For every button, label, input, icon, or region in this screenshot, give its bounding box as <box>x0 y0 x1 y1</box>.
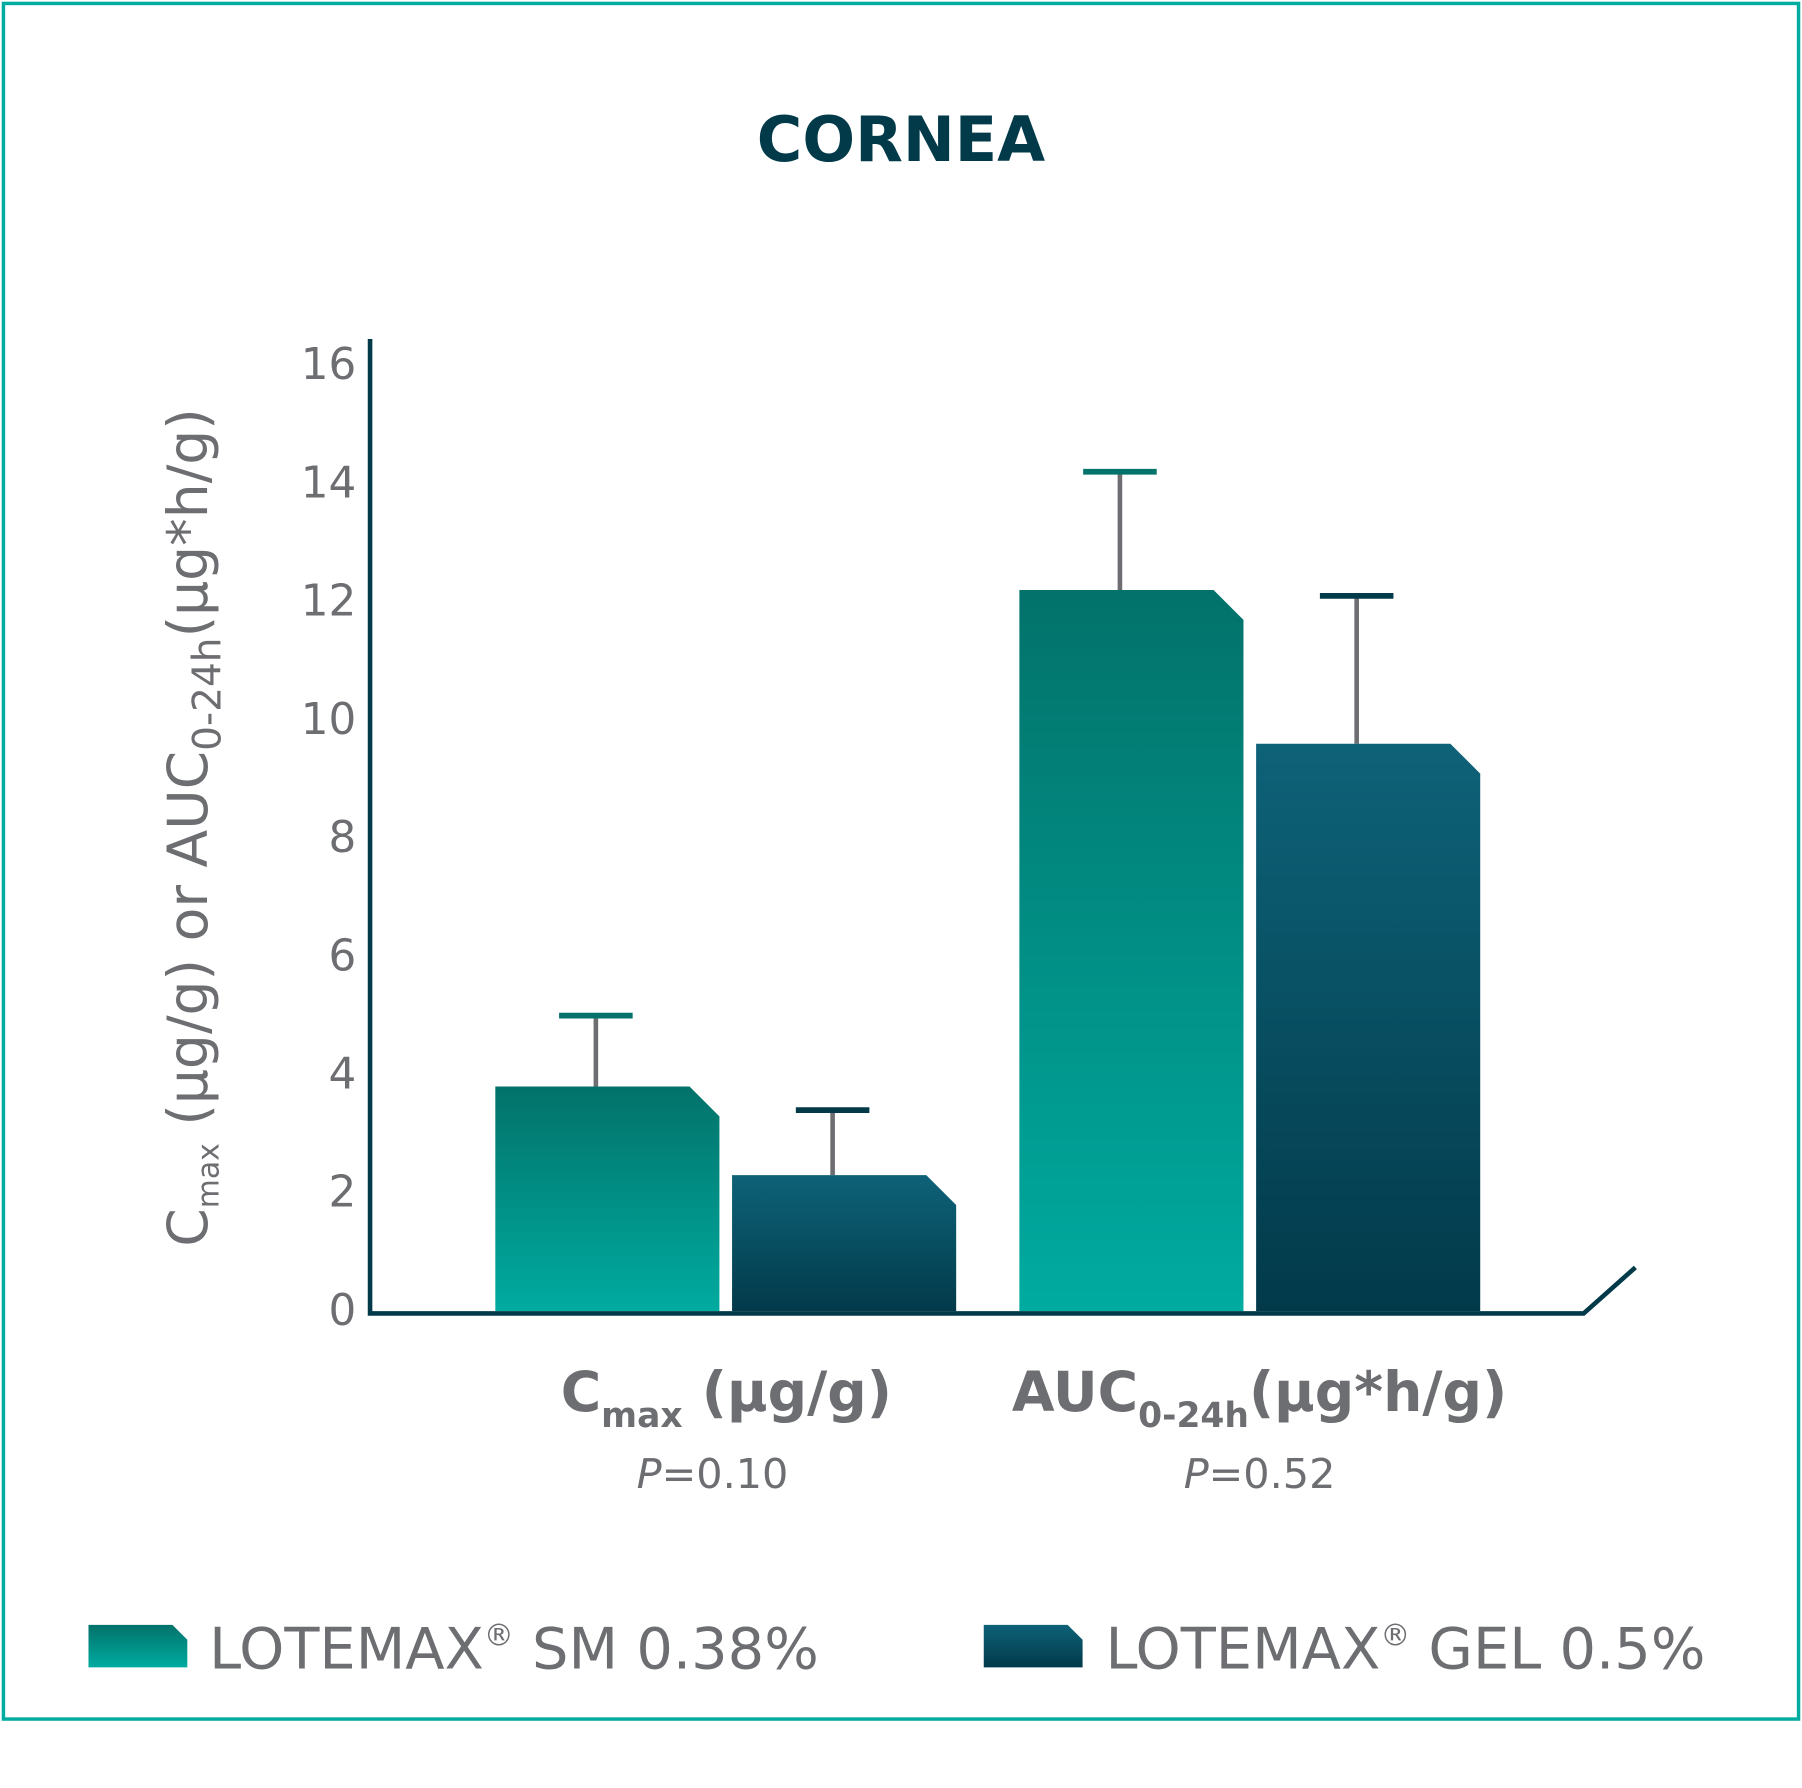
y-tick-label: 12 <box>301 576 357 627</box>
y-label-part: C <box>157 1208 221 1247</box>
svg-text:Cmax (µg/g) or AUC0-24h(µg*h/g: Cmax (µg/g) or AUC0-24h(µg*h/g) <box>157 408 231 1247</box>
y-tick-label: 8 <box>328 812 356 863</box>
legend-label: LOTEMAX® SM 0.38% <box>209 1615 819 1682</box>
y-axis-label: Cmax (µg/g) or AUC0-24h(µg*h/g) <box>157 408 231 1247</box>
p-value: P=0.10 <box>637 1450 789 1498</box>
legend-swatch <box>88 1624 188 1668</box>
x-category-label: Cmax (µg/g) P=0.10 <box>561 1361 892 1498</box>
legend: LOTEMAX® SM 0.38% LOTEMAX® GEL 0.5% <box>88 1615 1705 1682</box>
y-label-part: (µg/g) or AUC <box>157 751 221 1143</box>
y-tick-label: 2 <box>328 1167 356 1218</box>
axes-lines <box>367 338 1637 1316</box>
y-tick-label: 16 <box>301 339 357 390</box>
x-category-label: AUC0-24h(µg*h/g) P=0.52 <box>1012 1361 1507 1498</box>
legend-label: LOTEMAX® GEL 0.5% <box>1106 1615 1706 1682</box>
legend-swatch <box>983 1624 1083 1668</box>
legend-item: LOTEMAX® GEL 0.5% <box>983 1615 1706 1682</box>
y-label-sub: max <box>191 1143 226 1208</box>
y-tick-label: 4 <box>328 1048 356 1099</box>
y-tick-label: 0 <box>328 1285 356 1336</box>
bar <box>1019 590 1244 1312</box>
svg-text:AUC0-24h(µg*h/g): AUC0-24h(µg*h/g) <box>1012 1361 1507 1436</box>
bar <box>732 1175 957 1312</box>
legend-item: LOTEMAX® SM 0.38% <box>88 1615 819 1682</box>
bar <box>1256 743 1481 1312</box>
chart-border <box>1 1 1801 1721</box>
y-label-sub: 0-24h <box>186 637 231 750</box>
p-value: P=0.52 <box>1184 1450 1336 1498</box>
y-tick-label: 6 <box>328 930 356 981</box>
bar <box>495 1086 720 1312</box>
y-tick-label: 14 <box>301 457 357 508</box>
y-tick-label: 10 <box>301 694 357 745</box>
svg-text:Cmax (µg/g): Cmax (µg/g) <box>561 1361 892 1436</box>
chart-title: CORNEA <box>757 103 1045 176</box>
y-label-part: (µg*h/g) <box>157 408 221 637</box>
